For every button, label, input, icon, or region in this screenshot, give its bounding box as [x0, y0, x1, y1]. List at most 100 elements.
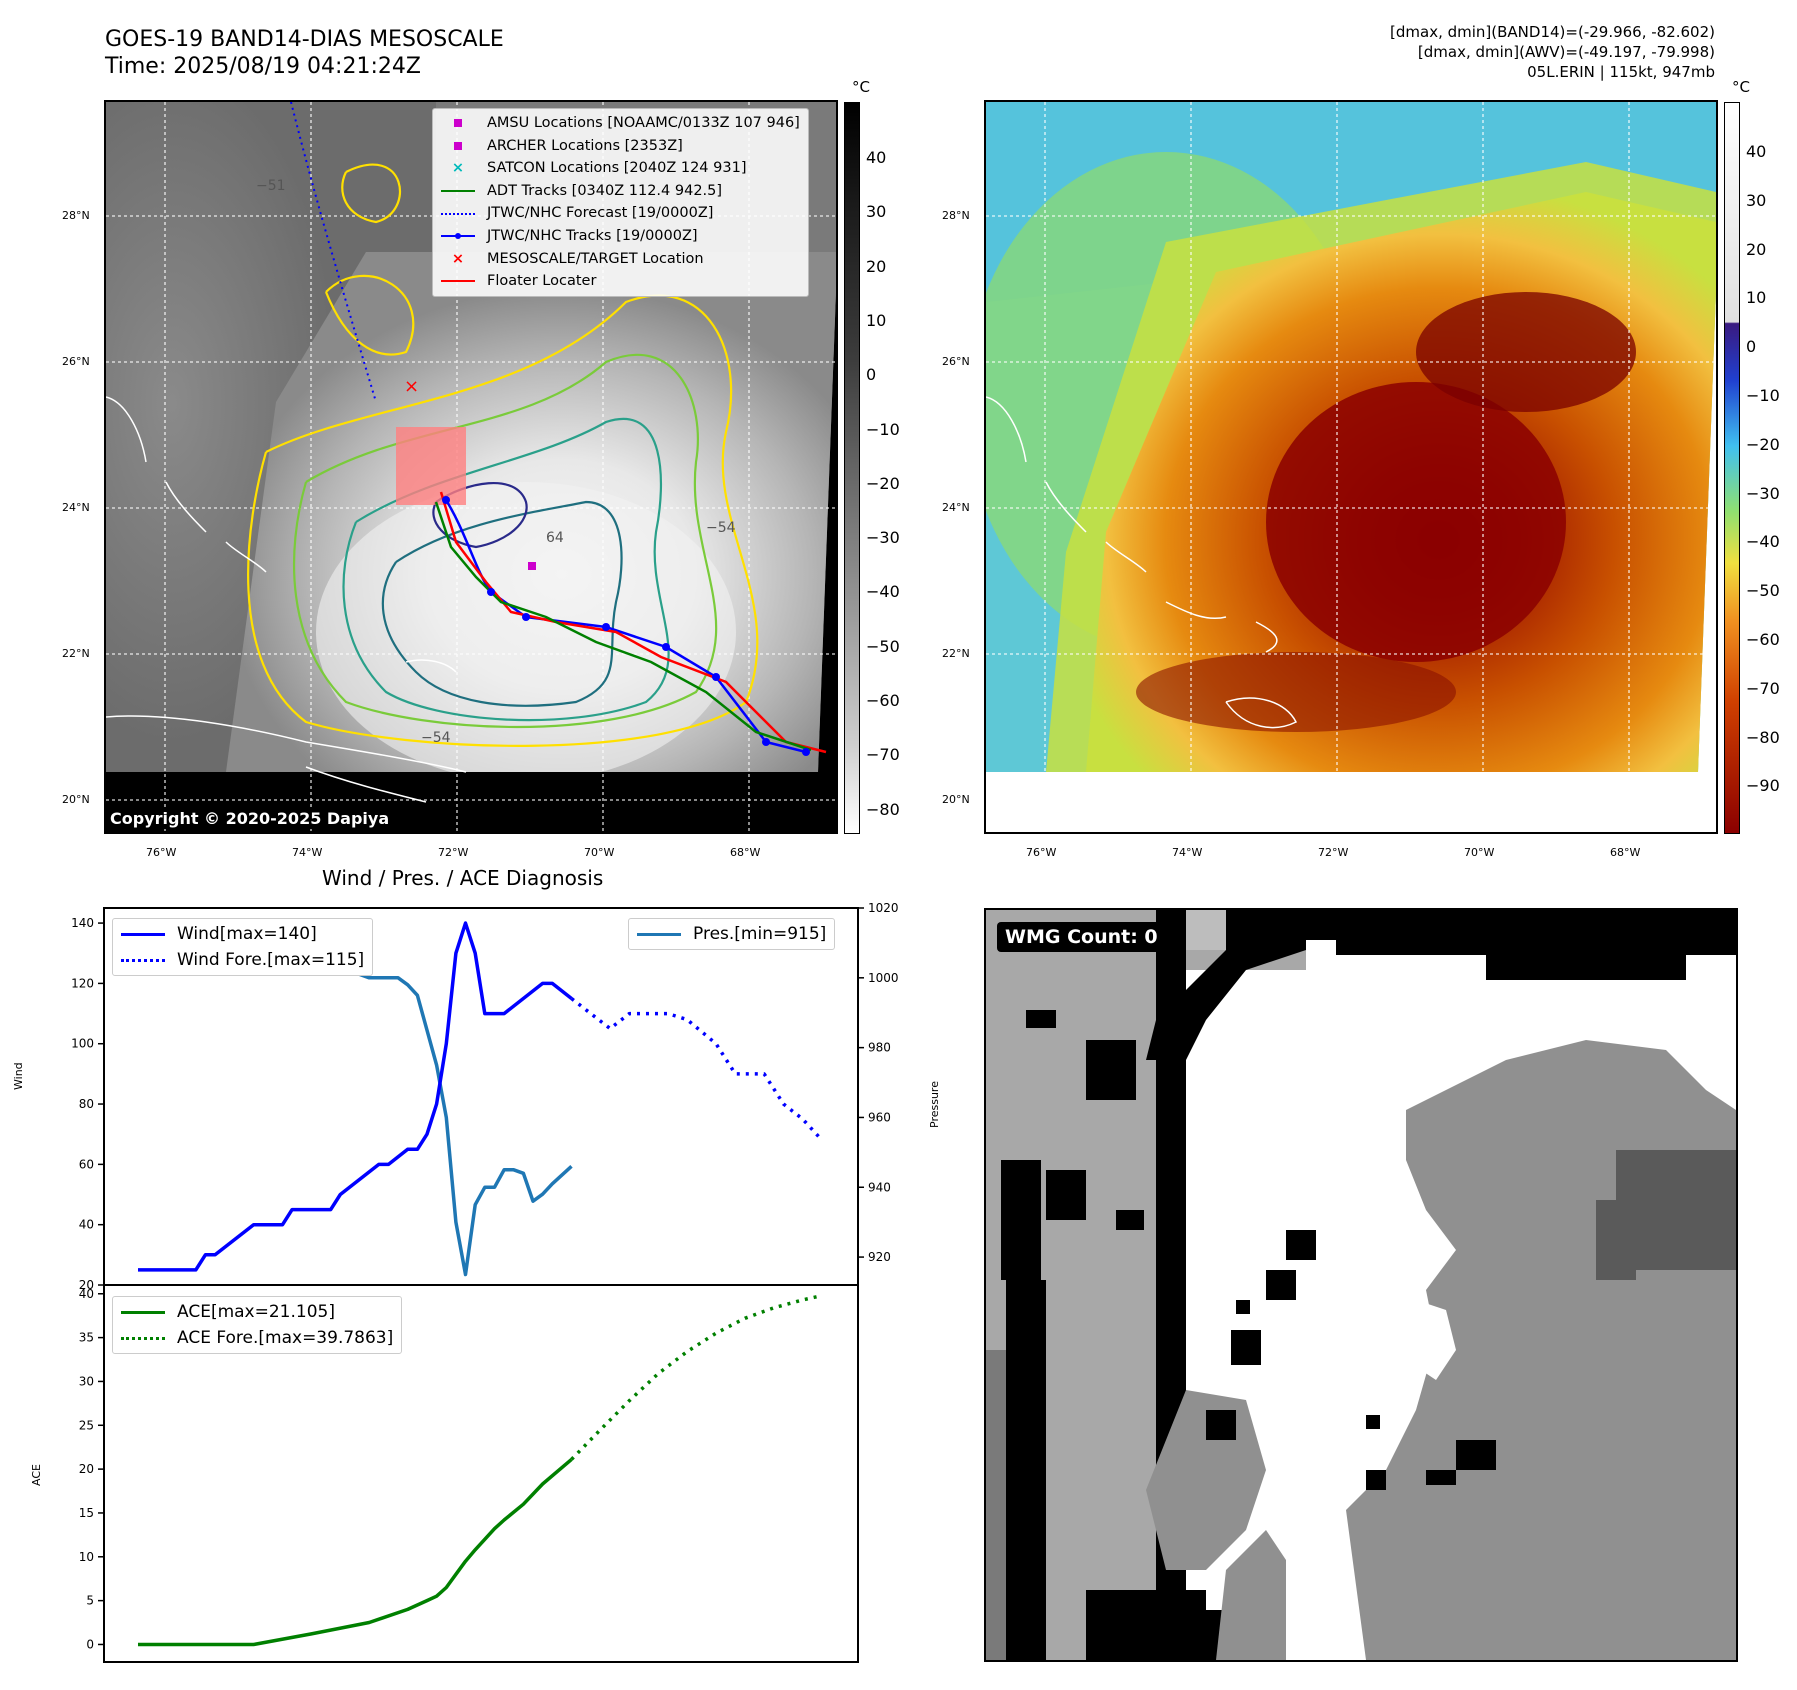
ace-tick-label: 0	[86, 1637, 94, 1651]
awv-map-panel	[984, 100, 1718, 834]
colorbar-tick: 40	[1746, 142, 1767, 161]
ace-tick-label: 10	[79, 1550, 94, 1564]
lat-tick: 24°N	[942, 501, 970, 514]
svg-text:×: ×	[404, 376, 419, 397]
ace-tick-label: 25	[79, 1418, 94, 1432]
contour-label: 64	[546, 530, 564, 546]
contour-label: −54	[421, 730, 451, 746]
legend-item: ACE Fore.[max=39.7863]	[121, 1325, 393, 1351]
wind-tick-label: 60	[79, 1157, 94, 1171]
lat-tick: 26°N	[942, 355, 970, 368]
info-line-1: [dmax, dmin](BAND14)=(-29.966, -82.602)	[1390, 23, 1715, 41]
colorbar-tick: −70	[866, 745, 900, 765]
info-line-3: 05L.ERIN | 115kt, 947mb	[1527, 63, 1715, 81]
pressure-tick-label: 940	[868, 1180, 891, 1194]
colorbar-tick: −20	[866, 473, 900, 493]
colorbar-tick: −20	[1746, 434, 1780, 454]
wind-axis-label: Wind	[12, 1062, 25, 1090]
lat-tick: 20°N	[62, 793, 90, 806]
wind-tick-label: 80	[79, 1097, 94, 1111]
lon-tick: 70°W	[584, 846, 615, 859]
colorbar-tick: −90	[1746, 776, 1780, 796]
title-line-1: GOES-19 BAND14-DIAS MESOSCALE	[105, 27, 504, 52]
wmg-image	[986, 910, 1736, 1660]
pressure-tick-label: 1000	[868, 971, 899, 985]
colorbar-tick: −60	[866, 691, 900, 710]
pressure-tick-label: 960	[868, 1110, 891, 1124]
lon-tick: 72°W	[1318, 846, 1349, 859]
wind-forecast-line	[570, 997, 824, 1142]
legend-item: Floater Locater	[441, 270, 800, 293]
ir-colorbar	[844, 102, 860, 834]
ace-axis-label: ACE	[30, 1464, 43, 1486]
ace-plot-frame	[103, 1284, 859, 1663]
colorbar-tick: 30	[1746, 190, 1767, 210]
ir-colorbar-unit: °C	[852, 78, 870, 96]
ace-line	[138, 1458, 573, 1647]
pressure-tick-label: 980	[868, 1041, 891, 1055]
awv-colorbar	[1724, 102, 1740, 834]
ir-map-legend: AMSU Locations [NOAAMC/0133Z 107 946] AR…	[432, 108, 809, 297]
legend-item: JTWC/NHC Tracks [19/0000Z]	[441, 225, 800, 248]
ace-tick-label: 15	[79, 1506, 94, 1520]
colorbar-tick: −80	[1746, 727, 1780, 747]
pressure-tick-label: 920	[868, 1250, 891, 1264]
pressure-legend: Pres.[min=915]	[628, 918, 836, 950]
lon-tick: 76°W	[1026, 846, 1057, 859]
wind-tick-label: 140	[71, 916, 94, 930]
title-line-2: Time: 2025/08/19 04:21:24Z	[105, 54, 421, 79]
colorbar-tick: −10	[866, 419, 900, 439]
ace-legend: ACE[max=21.105] ACE Fore.[max=39.7863]	[112, 1296, 403, 1354]
legend-item: Wind Fore.[max=115]	[121, 947, 364, 973]
colorbar-tick: −40	[1746, 532, 1780, 552]
contour-label: −54	[706, 520, 736, 536]
lon-tick: 74°W	[1172, 846, 1203, 859]
wind-tick-label: 20	[79, 1278, 94, 1292]
lat-tick: 26°N	[62, 355, 90, 368]
chart-title: Wind / Pres. / ACE Diagnosis	[322, 866, 604, 890]
lat-tick: 28°N	[62, 209, 90, 222]
colorbar-tick: −80	[866, 799, 900, 819]
lon-tick: 68°W	[730, 846, 761, 859]
lon-tick: 70°W	[1464, 846, 1495, 859]
lat-tick: 22°N	[942, 647, 970, 660]
colorbar-tick: 40	[866, 148, 887, 167]
wind-line	[138, 921, 573, 1272]
colorbar-tick: 20	[866, 256, 887, 276]
wind-tick-label: 100	[71, 1037, 94, 1051]
pressure-axis-label: Pressure	[928, 1081, 941, 1128]
lon-tick: 72°W	[438, 846, 469, 859]
colorbar-tick: −70	[1746, 678, 1780, 698]
colorbar-tick: −30	[1746, 483, 1780, 503]
lat-tick: 24°N	[62, 501, 90, 514]
wind-legend: Wind[max=140] Wind Fore.[max=115]	[112, 918, 374, 976]
info-line-2: [dmax, dmin](AWV)=(-49.197, -79.998)	[1417, 43, 1715, 61]
colorbar-tick: 20	[1746, 239, 1767, 259]
colorbar-tick: 10	[1746, 288, 1767, 308]
colorbar-tick: 10	[866, 310, 887, 330]
wind-tick-label: 40	[79, 1218, 94, 1232]
legend-item: Pres.[min=915]	[637, 921, 826, 947]
lon-tick: 76°W	[146, 846, 177, 859]
legend-item: ADT Tracks [0340Z 112.4 942.5]	[441, 180, 800, 203]
legend-item: ACE[max=21.105]	[121, 1299, 393, 1325]
pressure-tick-label: 1020	[868, 901, 899, 915]
colorbar-tick: −40	[866, 582, 900, 602]
colorbar-tick: 0	[1746, 337, 1757, 357]
lat-tick: 22°N	[62, 647, 90, 660]
colorbar-tick: −50	[1746, 581, 1780, 601]
awv-colorbar-unit: °C	[1732, 78, 1750, 96]
lon-tick: 74°W	[292, 846, 323, 859]
ace-forecast-line	[570, 1293, 823, 1461]
floater-box	[396, 427, 466, 505]
colorbar-tick: 30	[866, 202, 887, 222]
pressure-line	[138, 930, 573, 1277]
legend-item: ARCHER Locations [2353Z]	[441, 135, 800, 158]
colorbar-tick: −50	[866, 636, 900, 656]
legend-item: Wind[max=140]	[121, 921, 364, 947]
diagnosis-chart: 2040608010012014092094096098010001020051…	[71, 901, 899, 1663]
copyright-label: Copyright © 2020-2025 Dapiya	[106, 808, 394, 829]
ace-tick-label: 30	[79, 1374, 94, 1388]
awv-map-image	[986, 102, 1716, 832]
wmg-panel	[984, 908, 1738, 1662]
